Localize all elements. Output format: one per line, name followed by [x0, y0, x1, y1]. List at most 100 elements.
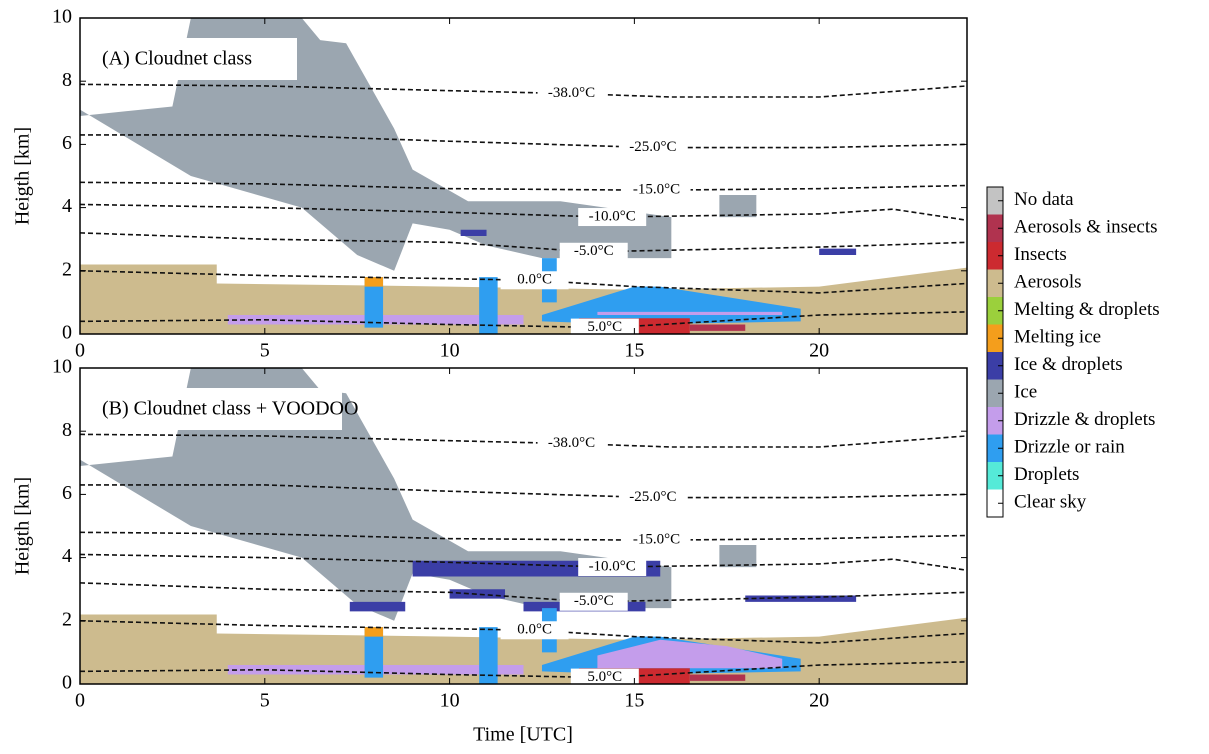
y-tick-label: 8 [62, 69, 72, 91]
class-region [597, 311, 783, 316]
isotherm-label: -10.0°C [589, 208, 636, 224]
isotherm-label: 0.0°C [517, 622, 552, 638]
legend-swatch [987, 242, 1003, 270]
class-region [80, 368, 672, 621]
y-tick-label: 2 [62, 258, 72, 280]
panel-label-bg [92, 388, 342, 430]
panel-label-bg [92, 38, 297, 80]
x-tick-label: 0 [75, 340, 85, 362]
isotherm [80, 661, 967, 679]
class-region [819, 248, 857, 255]
class-region [719, 544, 757, 568]
isotherm [80, 232, 967, 253]
y-tick-label: 6 [62, 132, 72, 154]
y-tick-label: 0 [62, 672, 72, 694]
y-axis-label: Heigth [km] [12, 127, 34, 225]
y-tick-label: 10 [52, 356, 72, 378]
isotherm-label: -38.0°C [548, 85, 595, 101]
legend-label: No data [1014, 189, 1074, 210]
isotherm-label: 5.0°C [587, 669, 622, 685]
legend-label: Aerosols & insects [1014, 217, 1158, 238]
class-region [479, 277, 498, 334]
isotherm-label: 5.0°C [587, 319, 622, 335]
isotherm [80, 270, 967, 294]
isotherm-label-bg [622, 181, 691, 200]
colorbar-frame [986, 186, 1004, 518]
legend-label: Droplets [1014, 464, 1079, 485]
x-tick-label: 10 [440, 690, 460, 712]
x-tick-label: 10 [440, 340, 460, 362]
y-tick-label: 10 [52, 6, 72, 28]
legend-swatch [987, 462, 1003, 490]
isotherm-label: -5.0°C [574, 593, 614, 609]
isotherm-label-bg [618, 138, 687, 157]
legend-swatch [987, 269, 1003, 297]
isotherm-label-bg [537, 84, 606, 103]
isotherm-label-bg [578, 208, 647, 227]
legend-label: Drizzle or rain [1014, 437, 1125, 458]
legend-label: Aerosols [1014, 272, 1082, 293]
legend-label: Insects [1014, 244, 1067, 265]
isotherm-label-bg [570, 668, 639, 684]
class-region [597, 639, 783, 669]
legend-label: Drizzle & droplets [1014, 409, 1155, 430]
legend-swatch [987, 434, 1003, 462]
class-region [719, 194, 757, 218]
x-tick-label: 20 [809, 690, 829, 712]
isotherm-label-bg [500, 271, 569, 290]
class-region [479, 627, 498, 684]
y-tick-label: 8 [62, 419, 72, 441]
class-region [80, 18, 672, 271]
plot-area: -38.0°C -25.0°C -15.0°C -10.0°C -5.0°C 0.0°C 5… [80, 18, 967, 335]
class-region [364, 627, 384, 637]
isotherm-label-bg [578, 558, 647, 577]
panel-label: (A) Cloudnet class [102, 48, 252, 70]
class-region [689, 324, 746, 331]
isotherm-label-bg [559, 242, 628, 261]
axes-frame [79, 367, 968, 685]
legend-label: Clear sky [1014, 492, 1087, 513]
y-tick-label: 4 [62, 545, 72, 567]
class-region [349, 601, 406, 612]
isotherm-label-bg [559, 592, 628, 611]
class-region [460, 229, 487, 237]
isotherm-label-bg [570, 318, 639, 334]
class-region [364, 627, 384, 678]
legend-swatch [987, 187, 1003, 215]
panel-label: (B) Cloudnet class + VOODOO [102, 398, 358, 420]
y-tick-label: 0 [62, 322, 72, 344]
legend-label: Melting & droplets [1014, 299, 1160, 320]
isotherm [80, 531, 967, 542]
y-tick-label: 4 [62, 195, 72, 217]
isotherm-label: 0.0°C [517, 272, 552, 288]
isotherm-label-bg [618, 488, 687, 507]
x-tick-label: 5 [260, 690, 270, 712]
x-tick-label: 0 [75, 690, 85, 712]
legend-swatch [987, 407, 1003, 435]
class-region [364, 277, 384, 287]
isotherm [80, 181, 967, 192]
y-axis-label: Heigth [km] [12, 477, 34, 575]
legend-swatch [987, 352, 1003, 380]
isotherm-label-bg [622, 531, 691, 550]
y-tick-label: 2 [62, 608, 72, 630]
class-region [449, 589, 506, 599]
isotherm [80, 582, 967, 603]
plot-area: -38.0°C -25.0°C -15.0°C -10.0°C -5.0°C 0.0°C 5… [80, 368, 967, 685]
legend-label: Ice & droplets [1014, 354, 1123, 375]
isotherm [80, 620, 967, 644]
isotherm-label: -15.0°C [633, 532, 680, 548]
legend-swatch [987, 324, 1003, 352]
axes-frame [79, 17, 968, 335]
legend-swatch [987, 379, 1003, 407]
x-tick-label: 15 [624, 690, 644, 712]
isotherm-label-bg [500, 621, 569, 640]
y-tick-label: 6 [62, 482, 72, 504]
x-tick-label: 15 [624, 340, 644, 362]
legend-swatch [987, 214, 1003, 242]
isotherm-label: -10.0°C [589, 558, 636, 574]
x-tick-label: 20 [809, 340, 829, 362]
x-tick-label: 5 [260, 340, 270, 362]
isotherm [80, 311, 967, 329]
